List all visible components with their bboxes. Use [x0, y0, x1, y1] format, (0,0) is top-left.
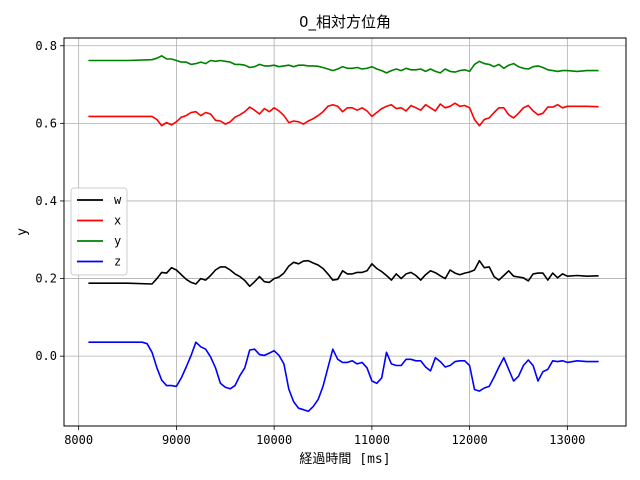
x-tick-label: 9000: [162, 433, 191, 447]
x-tick-label: 10000: [256, 433, 292, 447]
plot-area: [63, 37, 627, 427]
axis-ticks: 8000 9000 10000 11000 12000 13000 0.0 0.2 0.4 0.6…: [35, 39, 585, 447]
legend-label-y: y: [114, 234, 121, 248]
legend-box: [70, 187, 128, 276]
x-tick-label: 12000: [452, 433, 488, 447]
legend-label-w: w: [114, 193, 122, 207]
series-line-x: [88, 102, 599, 127]
legend-label-z: z: [114, 255, 121, 269]
legend-label-x: x: [114, 214, 121, 228]
y-tick-label: 0.8: [35, 39, 57, 53]
series-line-y: [88, 54, 599, 74]
x-axis-label: 経過時間 [ms]: [299, 452, 390, 467]
series-group: [88, 54, 599, 413]
chart-title: 0_相対方位角: [299, 13, 391, 32]
y-tick-label: 0.0: [35, 349, 57, 363]
series-line-w: [88, 259, 599, 288]
y-axis-label: y: [15, 228, 30, 236]
y-tick-label: 0.6: [35, 116, 57, 130]
y-tick-label: 0.4: [35, 194, 57, 208]
x-tick-label: 13000: [549, 433, 585, 447]
grid: [64, 38, 626, 426]
x-tick-label: 11000: [354, 433, 390, 447]
series-line-z: [88, 341, 599, 413]
x-tick-label: 8000: [64, 433, 93, 447]
y-tick-label: 0.2: [35, 272, 57, 286]
